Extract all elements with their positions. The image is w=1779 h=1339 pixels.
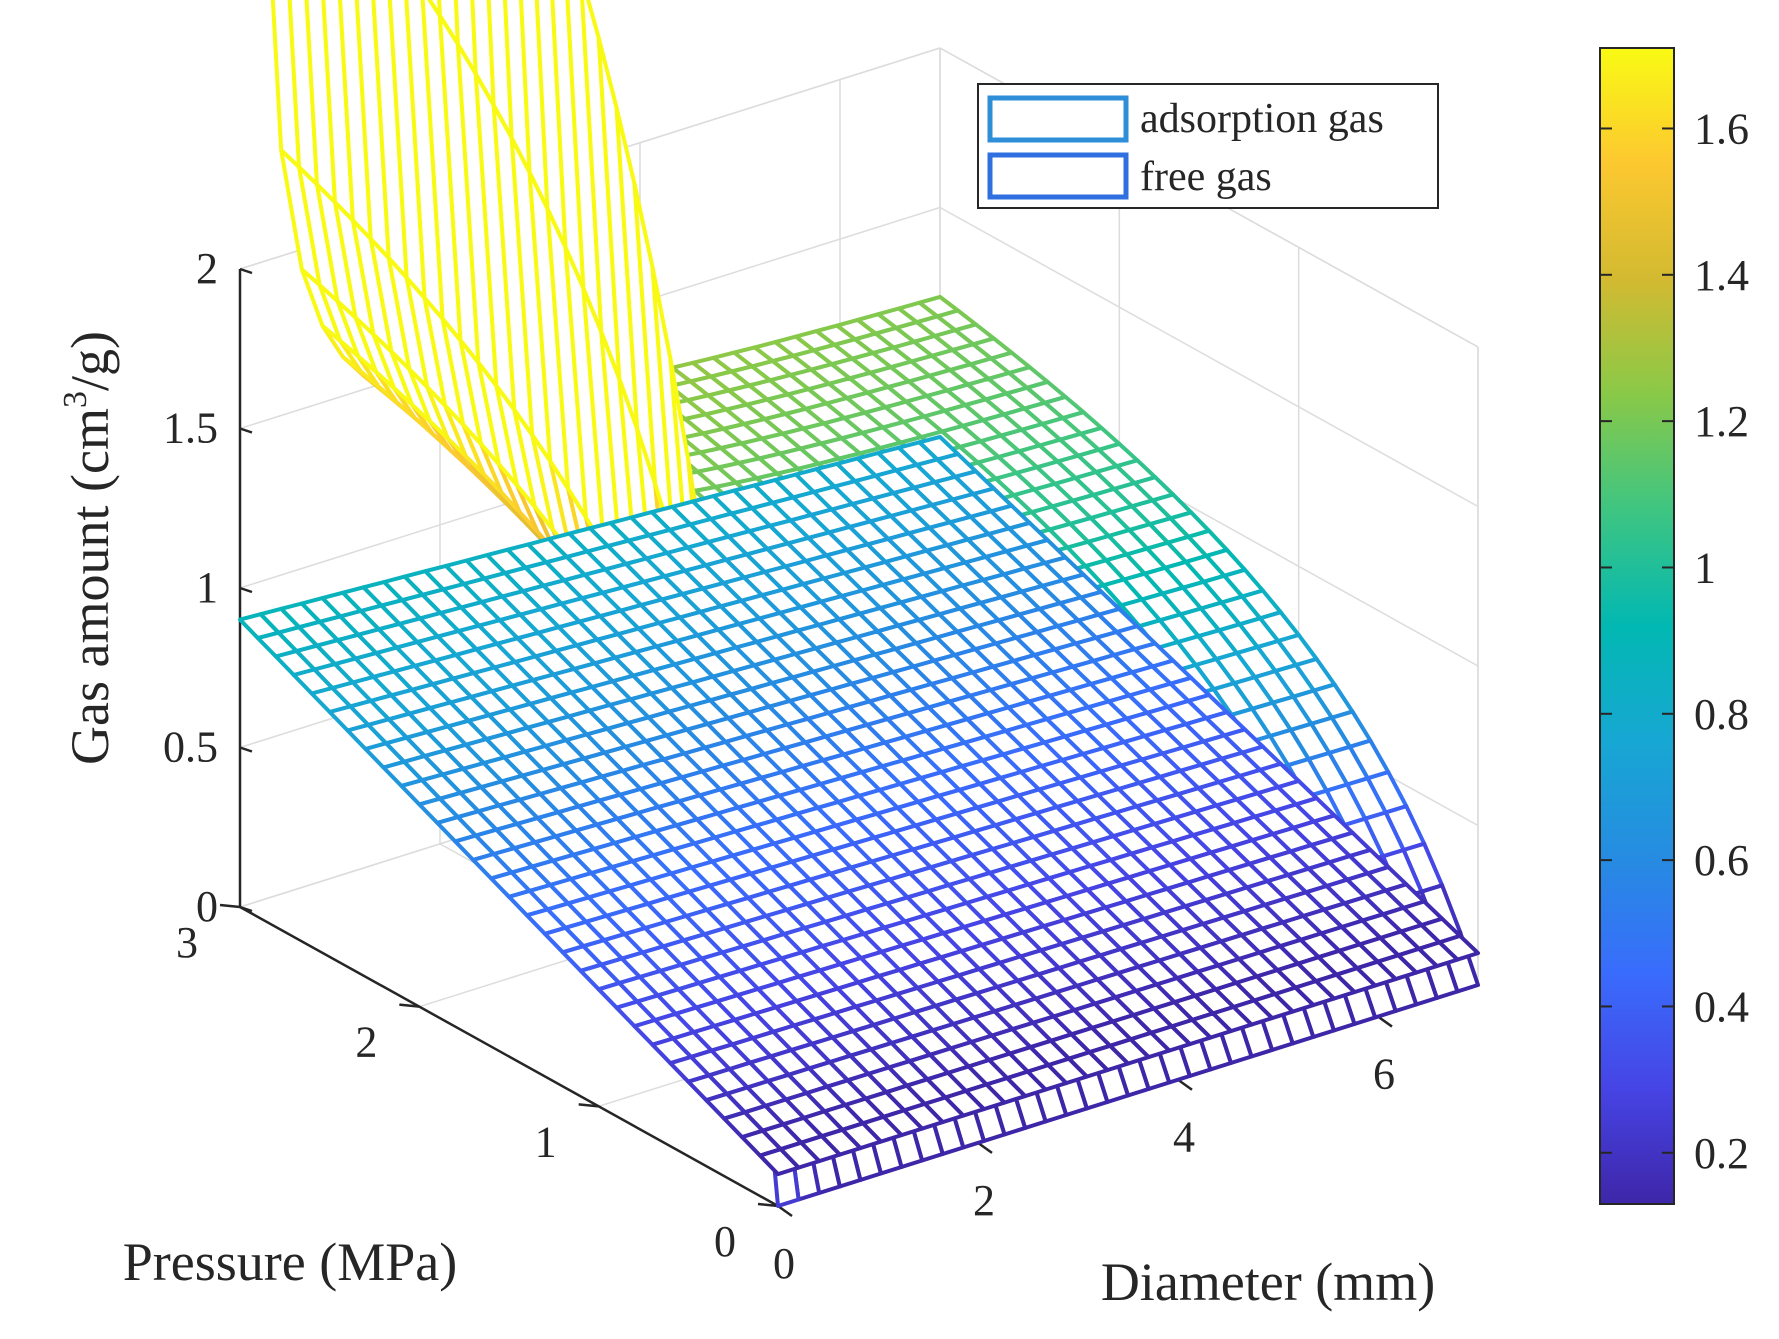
colorbar-tick-label: 0.8 — [1694, 690, 1749, 739]
z-axis-label-tail: /g) — [60, 331, 120, 391]
diameter-tick — [777, 1204, 793, 1218]
z-axis-label-main: Gas amount (cm — [60, 408, 120, 765]
legend: adsorption gas free gas — [977, 83, 1439, 209]
colorbar-tick-label: 1.6 — [1694, 104, 1749, 153]
pressure-tick-label: 2 — [355, 1018, 377, 1067]
adsorption-mesh-cell — [437, 0, 460, 47]
wall-grid-line — [939, 206, 1479, 508]
pressure-tick-label: 3 — [176, 918, 198, 967]
colorbar-tick-label: 1 — [1694, 543, 1716, 592]
diameter-tick — [1377, 1015, 1393, 1028]
legend-label-free: free gas — [1140, 154, 1272, 200]
z-tick — [239, 427, 253, 434]
pressure-tick-label: 0 — [714, 1217, 736, 1266]
z-tick-label: 1 — [196, 563, 218, 612]
free-mesh-cell — [758, 1147, 801, 1177]
z-axis-label-sup: 3 — [57, 391, 94, 408]
colorbar-gradient — [1599, 47, 1675, 1205]
colorbar-tick-label: 0.6 — [1694, 836, 1749, 885]
colorbar-tick-label: 1.4 — [1694, 251, 1749, 300]
z-tick-label: 2 — [196, 244, 218, 293]
surface-layer — [238, 0, 1480, 1208]
z-tick-label: 1.5 — [163, 404, 218, 453]
adsorption-mesh-cell — [427, 0, 442, 18]
z-tick — [239, 267, 253, 275]
colorbar-tick-label: 1.2 — [1694, 397, 1749, 446]
diameter-tick — [977, 1141, 993, 1154]
diameter-axis-label: Diameter (mm) — [1101, 1252, 1435, 1312]
z-tick — [239, 746, 253, 753]
labels: Gas amount (cm3/g) Pressure (MPa) Diamet… — [57, 331, 1435, 1312]
pressure-tick — [578, 1103, 599, 1108]
diameter-tick-label: 2 — [973, 1176, 995, 1225]
colorbar-tick-label: 0.2 — [1694, 1129, 1749, 1178]
colorbar-ticks: 0.2 0.4 0.6 0.8 1 1.2 1.4 1.6 — [1600, 104, 1749, 1178]
colorbar: 0.2 0.4 0.6 0.8 1 1.2 1.4 1.6 — [1599, 47, 1749, 1205]
legend-swatch-free — [987, 152, 1129, 200]
pressure-tick — [399, 1003, 420, 1008]
diameter-tick-label: 6 — [1373, 1050, 1395, 1099]
diameter-tick-label: 0 — [773, 1239, 795, 1288]
free-gas-surface — [238, 434, 1480, 1177]
z-tick — [239, 586, 253, 594]
z-axis-label: Gas amount (cm3/g) — [57, 331, 120, 765]
z-tick-label: 0 — [196, 882, 218, 931]
pressure-axis-label: Pressure (MPa) — [123, 1232, 457, 1292]
pressure-tick-label: 1 — [535, 1117, 557, 1166]
legend-box — [977, 83, 1439, 209]
pressure-axis-line — [239, 905, 779, 1208]
legend-swatch-adsorption — [987, 95, 1129, 143]
legend-label-adsorption: adsorption gas — [1140, 96, 1384, 142]
z-tick-label: 0.5 — [163, 723, 218, 772]
diameter-tick — [1177, 1078, 1193, 1091]
pressure-tick — [219, 903, 241, 909]
adsorption-mesh-cell — [453, 0, 478, 76]
z-tick — [239, 905, 253, 913]
colorbar-tick-label: 0.4 — [1694, 982, 1749, 1031]
pressure-tick — [757, 1202, 779, 1208]
diameter-tick-label: 4 — [1173, 1113, 1195, 1162]
